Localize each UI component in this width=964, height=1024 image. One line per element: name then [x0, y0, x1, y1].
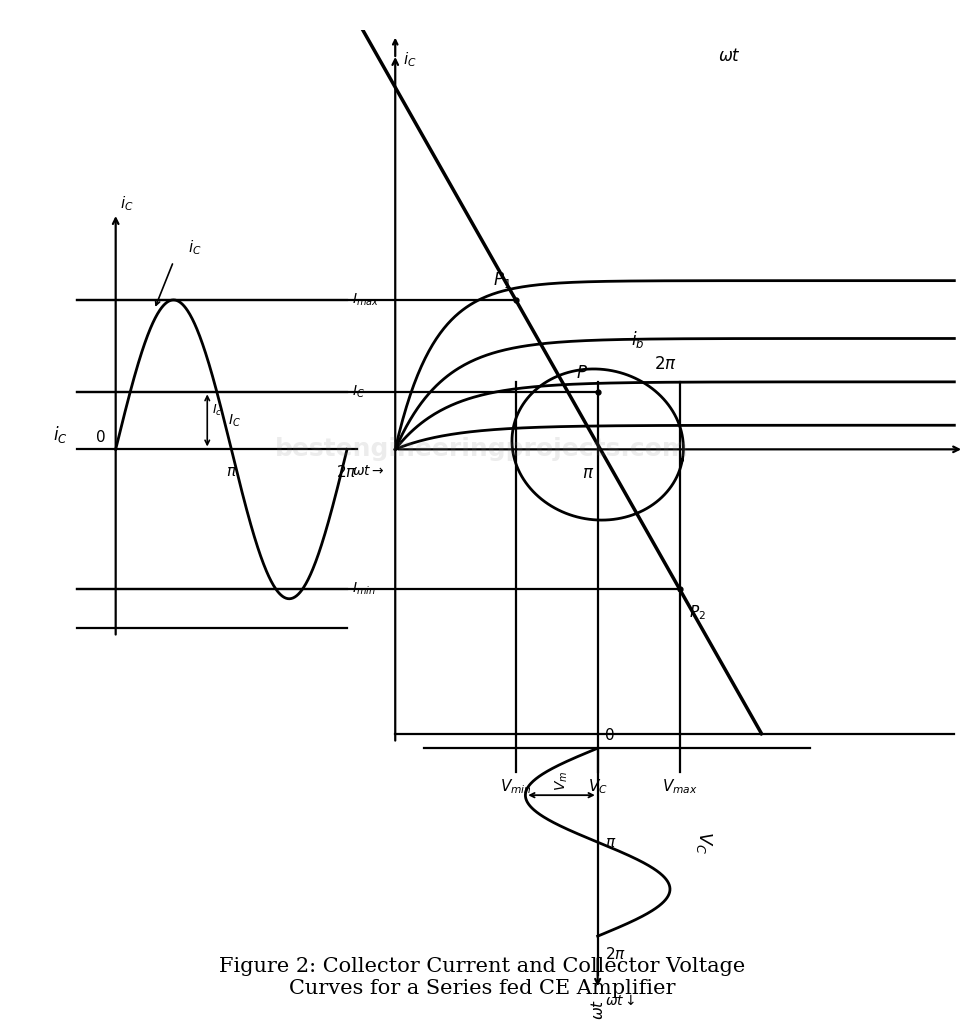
Text: $\omega t$: $\omega t$ — [718, 47, 741, 65]
Text: $I_{min}$: $I_{min}$ — [352, 581, 376, 597]
Text: 0: 0 — [605, 728, 615, 743]
Text: Figure 2: Collector Current and Collector Voltage
Curves for a Series fed CE Amp: Figure 2: Collector Current and Collecto… — [219, 957, 745, 998]
Text: $\pi$: $\pi$ — [605, 835, 617, 850]
Text: bestengineeringprojects.com: bestengineeringprojects.com — [275, 437, 689, 462]
Text: $i_C$: $i_C$ — [188, 238, 201, 257]
Text: $P$: $P$ — [576, 364, 588, 382]
Text: $\omega t \downarrow$: $\omega t \downarrow$ — [605, 994, 636, 1008]
Text: $V_m$: $V_m$ — [553, 771, 570, 792]
Text: $I_C$: $I_C$ — [228, 413, 241, 429]
Text: $I_C$: $I_C$ — [352, 383, 364, 399]
Text: $P_2$: $P_2$ — [689, 603, 706, 623]
Text: $\omega t \rightarrow$: $\omega t \rightarrow$ — [352, 464, 385, 478]
Text: $I_{max}$: $I_{max}$ — [352, 292, 379, 308]
Text: $2\pi$: $2\pi$ — [336, 464, 358, 480]
Text: $\pi$: $\pi$ — [226, 464, 237, 479]
Text: $\omega t$: $\omega t$ — [590, 998, 605, 1020]
Text: 0: 0 — [96, 429, 106, 444]
Text: $\pi$: $\pi$ — [582, 464, 594, 482]
Text: $P_1$: $P_1$ — [493, 270, 511, 290]
Text: $V_{min}$: $V_{min}$ — [499, 777, 532, 796]
Text: $I_c$: $I_c$ — [212, 403, 223, 419]
Text: $i_C$: $i_C$ — [53, 424, 67, 445]
Text: $2\pi$: $2\pi$ — [605, 946, 627, 962]
Text: $V_C$: $V_C$ — [694, 830, 713, 854]
Text: $V_C$: $V_C$ — [588, 777, 607, 796]
Text: $2\pi$: $2\pi$ — [654, 355, 677, 373]
Text: $i_C$: $i_C$ — [120, 195, 134, 213]
Text: $i_b$: $i_b$ — [631, 330, 645, 350]
Text: $V_{max}$: $V_{max}$ — [661, 777, 698, 796]
Text: $i_C$: $i_C$ — [403, 50, 416, 69]
